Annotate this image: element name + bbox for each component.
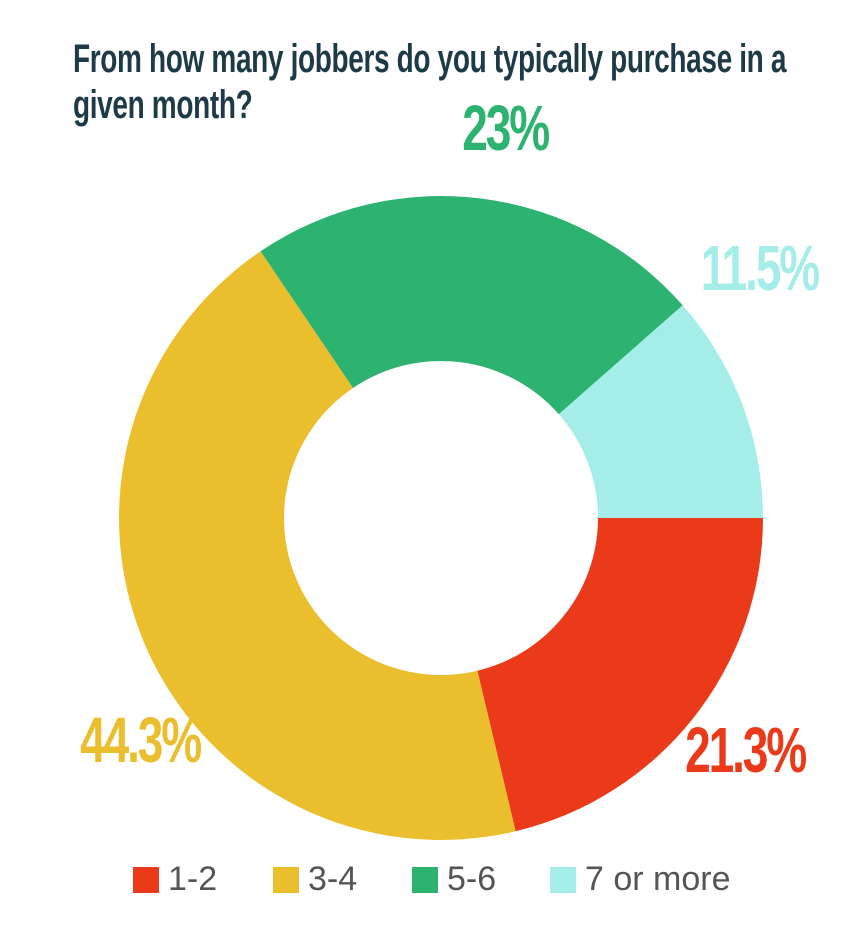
value-label: 21.3% [685,715,807,786]
legend-label: 5-6 [447,860,496,898]
legend-label: 7 or more [585,860,731,898]
value-label: 44.3% [80,705,202,776]
donut-slice [118,251,516,841]
legend-swatch [273,867,299,893]
donut-slice [260,196,683,415]
legend-swatch [550,867,576,893]
legend-label: 1-2 [168,860,217,898]
donut-slice [558,305,763,518]
legend-swatch [412,867,438,893]
donut-slice [477,518,763,832]
legend-swatch [133,867,159,893]
chart-title: From how many jobbers do you typically p… [73,37,787,127]
legend-label: 3-4 [308,860,357,898]
value-label: 23% [462,93,549,164]
value-label: 11.5% [701,233,820,304]
